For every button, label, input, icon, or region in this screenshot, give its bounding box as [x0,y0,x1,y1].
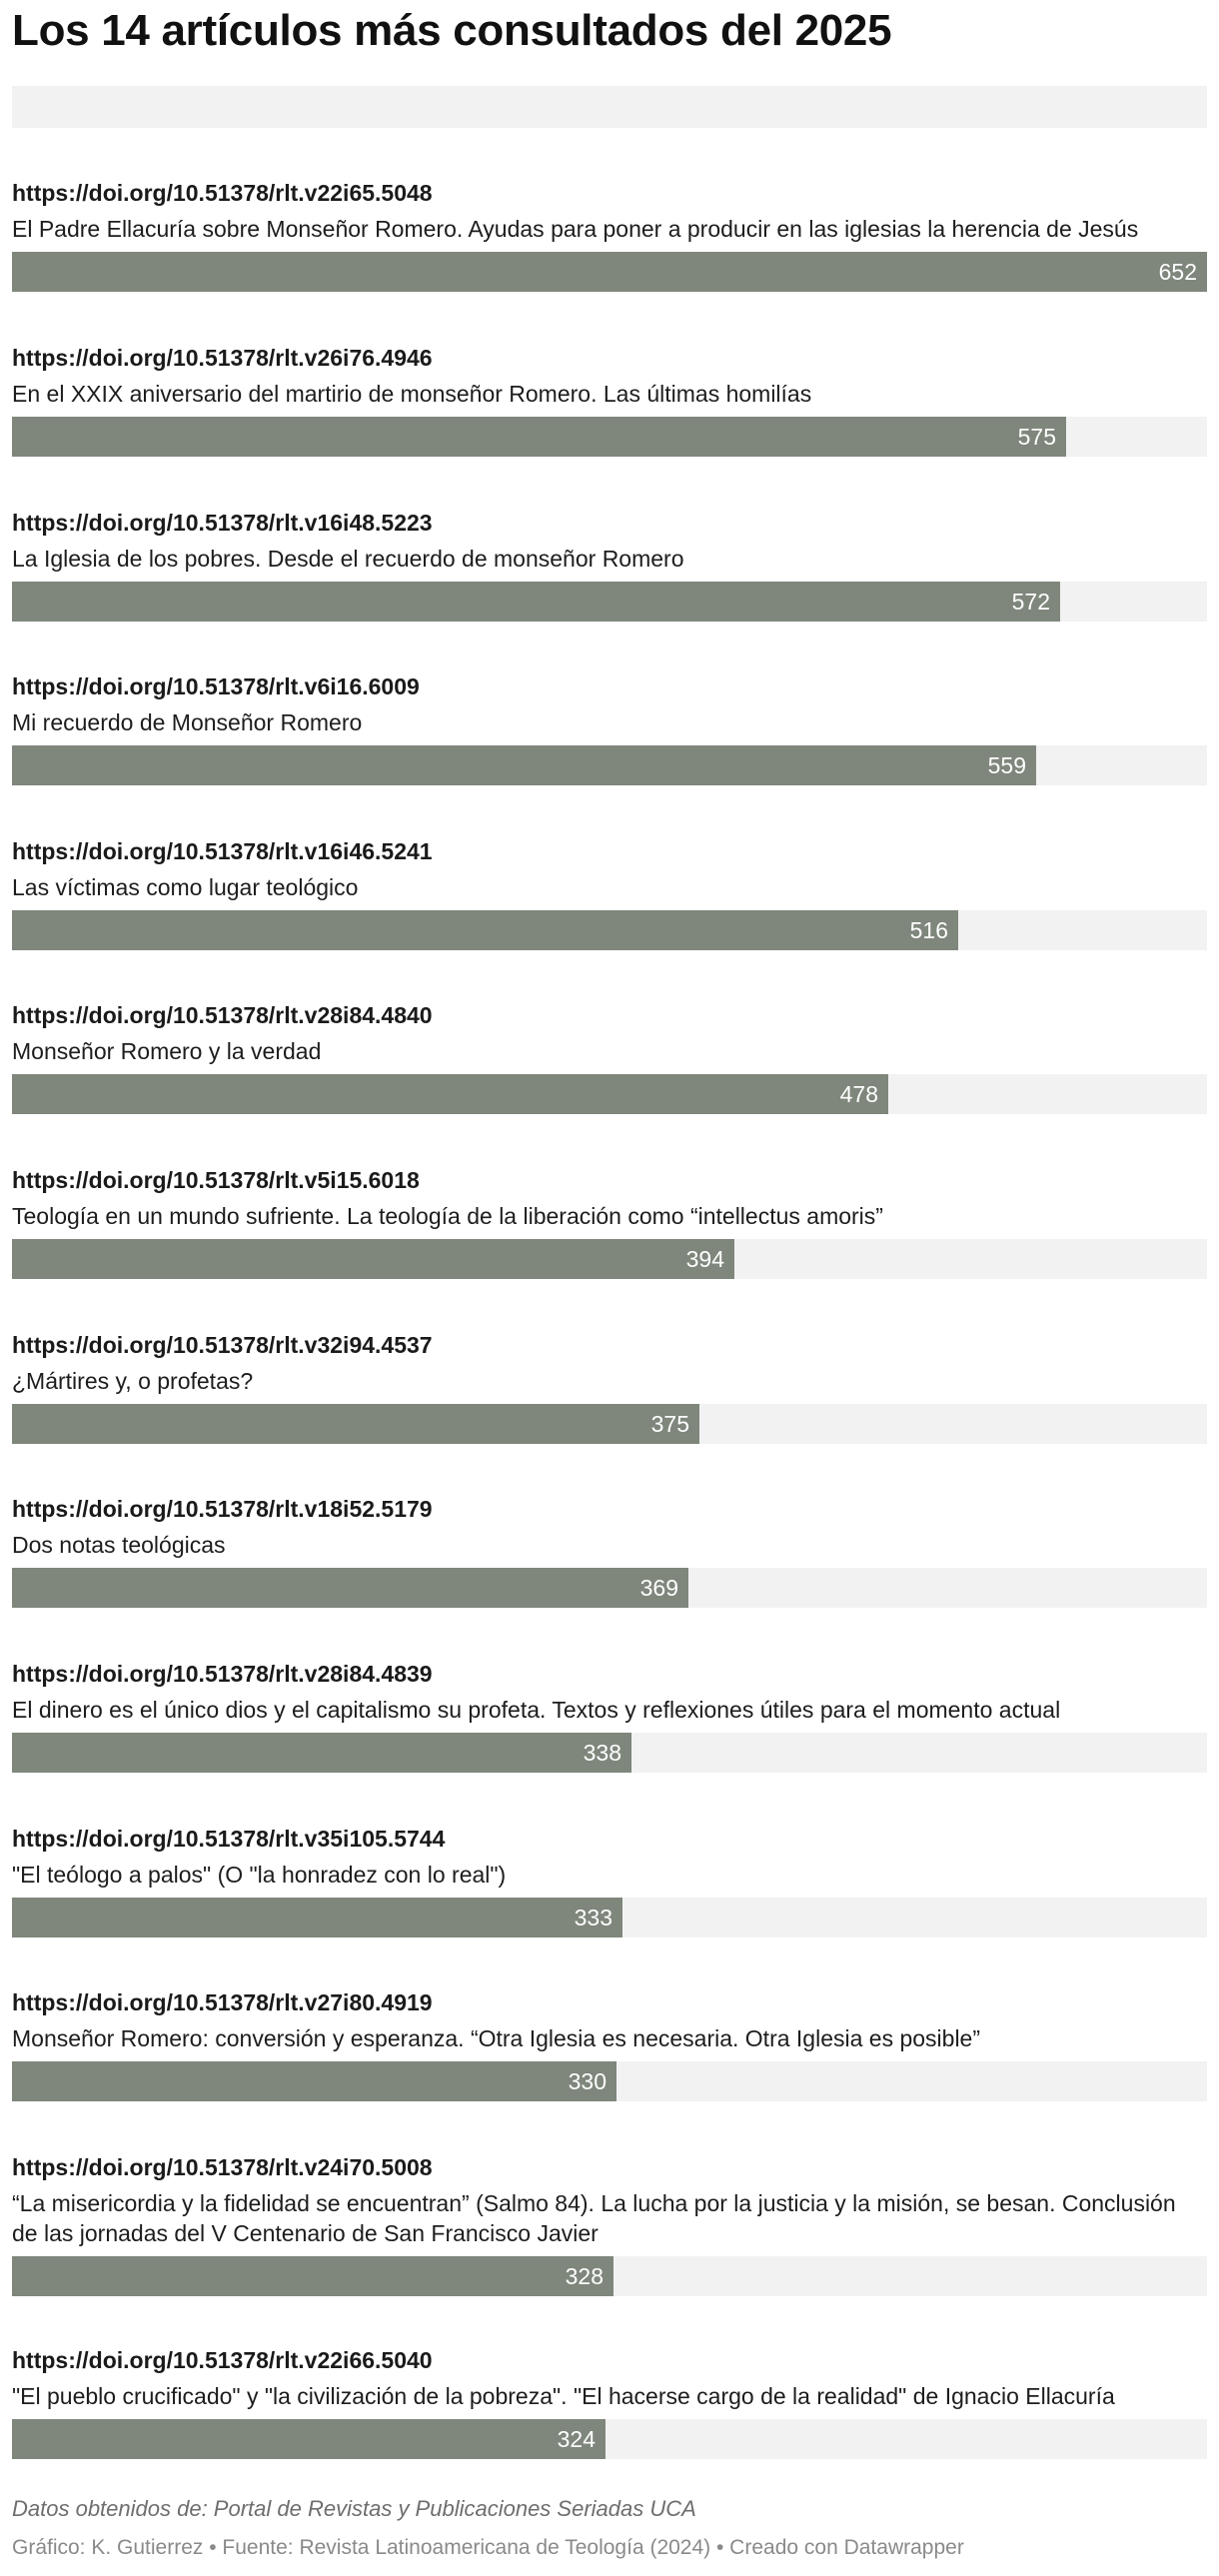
bar-row: https://doi.org/10.51378/rlt.v22i66.5040… [12,2345,1207,2459]
bar: 328 [12,2256,613,2296]
header-band [12,86,1207,128]
bar-row: https://doi.org/10.51378/rlt.v22i65.5048… [12,178,1207,292]
bar-value-label: 575 [1017,424,1056,450]
bar: 559 [12,745,1036,785]
bar-track: 559 [12,745,1207,785]
bar: 575 [12,417,1066,457]
article-title: “La misericordia y la fidelidad se encue… [12,2190,1176,2246]
bar-row: https://doi.org/10.51378/rlt.v32i94.4537… [12,1330,1207,1444]
doi-link[interactable]: https://doi.org/10.51378/rlt.v28i84.4839 [12,1661,433,1687]
bar: 324 [12,2419,606,2459]
bar-track: 394 [12,1239,1207,1279]
doi-link[interactable]: https://doi.org/10.51378/rlt.v6i16.6009 [12,673,420,699]
article-title: Las víctimas como lugar teológico [12,874,359,900]
bar-value-label: 333 [574,1905,612,1931]
bar: 375 [12,1404,699,1444]
doi-link[interactable]: https://doi.org/10.51378/rlt.v24i70.5008 [12,2154,433,2180]
bar: 369 [12,1568,688,1608]
bar: 394 [12,1239,734,1279]
article-title: El dinero es el único dios y el capitali… [12,1697,1061,1723]
article-title: La Iglesia de los pobres. Desde el recue… [12,546,684,572]
bar: 330 [12,2061,616,2101]
doi-link[interactable]: https://doi.org/10.51378/rlt.v35i105.574… [12,1826,446,1852]
bar-value-label: 516 [909,917,948,943]
doi-link[interactable]: https://doi.org/10.51378/rlt.v16i46.5241 [12,838,433,864]
source-note: Datos obtenidos de: Portal de Revistas y… [12,2496,696,2521]
bar-row: https://doi.org/10.51378/rlt.v27i80.4919… [12,1987,1207,2101]
bar-row: https://doi.org/10.51378/rlt.v28i84.4840… [12,1000,1207,1114]
bar-track: 375 [12,1404,1207,1444]
doi-link[interactable]: https://doi.org/10.51378/rlt.v22i66.5040 [12,2347,433,2373]
bar-value-label: 652 [1158,259,1197,285]
bar-value-label: 324 [557,2426,596,2452]
bar: 478 [12,1074,888,1114]
article-title: Dos notas teológicas [12,1532,226,1558]
bar: 516 [12,910,958,950]
doi-link[interactable]: https://doi.org/10.51378/rlt.v16i48.5223 [12,510,433,536]
article-title: En el XXIX aniversario del martirio de m… [12,381,812,407]
bar-value-label: 478 [839,1081,878,1107]
bar: 572 [12,582,1060,622]
bar-value-label: 375 [650,1411,689,1437]
bar-track: 333 [12,1898,1207,1937]
bar-row: https://doi.org/10.51378/rlt.v24i70.5008… [12,2152,1207,2296]
bar-value-label: 559 [987,752,1026,778]
bar-track: 328 [12,2256,1207,2296]
bar-track: 478 [12,1074,1207,1114]
bar-value-label: 330 [568,2068,607,2094]
bar-value-label: 394 [685,1246,724,1272]
bar-value-label: 338 [583,1740,621,1766]
doi-link[interactable]: https://doi.org/10.51378/rlt.v27i80.4919 [12,1989,433,2015]
doi-link[interactable]: https://doi.org/10.51378/rlt.v5i15.6018 [12,1167,420,1193]
doi-link[interactable]: https://doi.org/10.51378/rlt.v28i84.4840 [12,1002,433,1028]
doi-link[interactable]: https://doi.org/10.51378/rlt.v32i94.4537 [12,1332,433,1358]
bar-row: https://doi.org/10.51378/rlt.v18i52.5179… [12,1494,1207,1608]
doi-link[interactable]: https://doi.org/10.51378/rlt.v26i76.4946 [12,345,433,371]
bar-row: https://doi.org/10.51378/rlt.v16i48.5223… [12,508,1207,622]
article-title: El Padre Ellacuría sobre Monseñor Romero… [12,216,1139,242]
doi-link[interactable]: https://doi.org/10.51378/rlt.v22i65.5048 [12,180,433,206]
bar: 338 [12,1733,631,1773]
credits-line: Gráfico: K. Gutierrez • Fuente: Revista … [12,2536,964,2559]
bar-track: 572 [12,582,1207,622]
article-title: Monseñor Romero: conversión y esperanza.… [12,2025,981,2051]
bar-value-label: 328 [565,2263,604,2289]
bar: 333 [12,1898,622,1937]
bar-row: https://doi.org/10.51378/rlt.v6i16.6009 M… [12,671,1207,785]
bar-track: 369 [12,1568,1207,1608]
article-title: ¿Mártires y, o profetas? [12,1368,254,1394]
bar-track: 575 [12,417,1207,457]
article-title: "El teólogo a palos" (O "la honradez con… [12,1862,507,1888]
article-title: Teología en un mundo sufriente. La teolo… [12,1203,883,1229]
bar-track: 324 [12,2419,1207,2459]
chart-title: Los 14 artículos más consultados del 202… [12,6,892,55]
bar-value-label: 572 [1011,589,1050,615]
bar-row: https://doi.org/10.51378/rlt.v26i76.4946… [12,343,1207,457]
article-title: Mi recuerdo de Monseñor Romero [12,709,363,735]
bar-track: 330 [12,2061,1207,2101]
bar-value-label: 369 [639,1575,678,1601]
bar-track: 338 [12,1733,1207,1773]
bar-track: 516 [12,910,1207,950]
article-title: "El pueblo crucificado" y "la civilizaci… [12,2383,1115,2409]
bar-row: https://doi.org/10.51378/rlt.v16i46.5241… [12,836,1207,950]
doi-link[interactable]: https://doi.org/10.51378/rlt.v18i52.5179 [12,1496,433,1522]
bar-row: https://doi.org/10.51378/rlt.v5i15.6018 T… [12,1165,1207,1279]
bar-row: https://doi.org/10.51378/rlt.v35i105.574… [12,1824,1207,1937]
bar-row: https://doi.org/10.51378/rlt.v28i84.4839… [12,1659,1207,1773]
bar-track: 652 [12,252,1207,292]
article-title: Monseñor Romero y la verdad [12,1038,322,1064]
bar: 652 [12,252,1207,292]
